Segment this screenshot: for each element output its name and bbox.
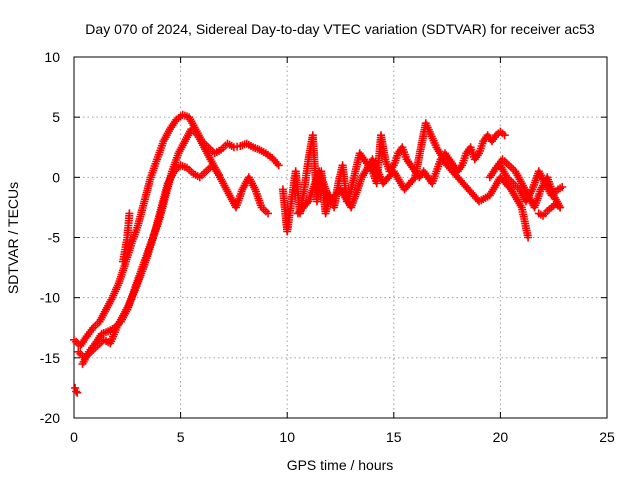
- y-tick-label: -15: [40, 350, 60, 366]
- tick-label-layer: 0 5 10 15 20 25 -20 -15 -10 -5 0 5 10: [40, 49, 615, 445]
- data-point: [556, 203, 565, 212]
- chart-title: Day 070 of 2024, Sidereal Day-to-day VTE…: [85, 21, 595, 37]
- y-tick-label: -20: [40, 410, 60, 426]
- y-tick-label: 5: [52, 109, 60, 125]
- x-tick-label: 0: [70, 429, 78, 445]
- y-tick-label: -10: [40, 290, 60, 306]
- y-tick-label: -5: [48, 230, 61, 246]
- data-point: [273, 159, 282, 168]
- y-tick-label: 10: [44, 49, 60, 65]
- data-point: [71, 383, 80, 392]
- x-tick-label: 20: [493, 429, 509, 445]
- data-point: [500, 131, 509, 140]
- y-tick-label: 0: [52, 169, 60, 185]
- axis-layer: [73, 56, 608, 419]
- y-axis-label: SDTVAR / TECUs: [5, 182, 21, 294]
- x-tick-label: 15: [386, 429, 402, 445]
- data-point: [125, 209, 134, 218]
- x-tick-label: 25: [599, 429, 615, 445]
- data-point: [524, 233, 533, 242]
- data-point: [72, 387, 81, 396]
- x-axis-label: GPS time / hours: [287, 457, 394, 473]
- data-point: [73, 388, 82, 397]
- data-point: [558, 183, 567, 191]
- x-tick-label: 10: [279, 429, 295, 445]
- x-tick-label: 5: [177, 429, 185, 445]
- data-point: [215, 170, 223, 179]
- data-layer: [70, 110, 567, 397]
- data-point: [264, 209, 272, 218]
- data-point: [274, 161, 283, 170]
